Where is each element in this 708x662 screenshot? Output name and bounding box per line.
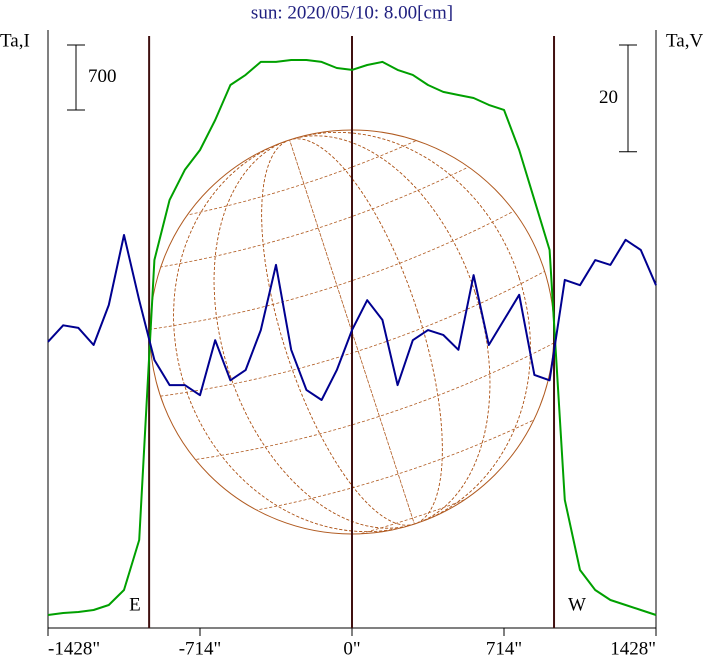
series-line	[47, 59, 657, 616]
x-tick-label: 0"	[343, 638, 360, 659]
meridian	[213, 135, 491, 529]
limb-label: E	[129, 594, 141, 615]
parallel	[150, 266, 554, 398]
x-tick-label: 714"	[486, 638, 522, 659]
series-line	[47, 234, 657, 401]
meridian	[173, 131, 531, 533]
parallel	[190, 389, 594, 521]
parallel	[110, 143, 514, 275]
x-tick-label: -714"	[179, 638, 222, 659]
x-tick-label: -1428"	[48, 638, 100, 659]
parallel	[171, 331, 576, 464]
y-axis-label: Ta,I	[0, 30, 30, 51]
scale-label: 20	[599, 87, 618, 108]
scale-label: 700	[88, 66, 117, 87]
y2-axis-label: Ta,V	[666, 30, 703, 51]
parallel	[129, 200, 533, 333]
x-tick-label: 1428"	[610, 638, 656, 659]
limb-label: W	[568, 594, 586, 615]
chart-title: sun: 2020/05/10: 8.00[cm]	[251, 2, 453, 23]
